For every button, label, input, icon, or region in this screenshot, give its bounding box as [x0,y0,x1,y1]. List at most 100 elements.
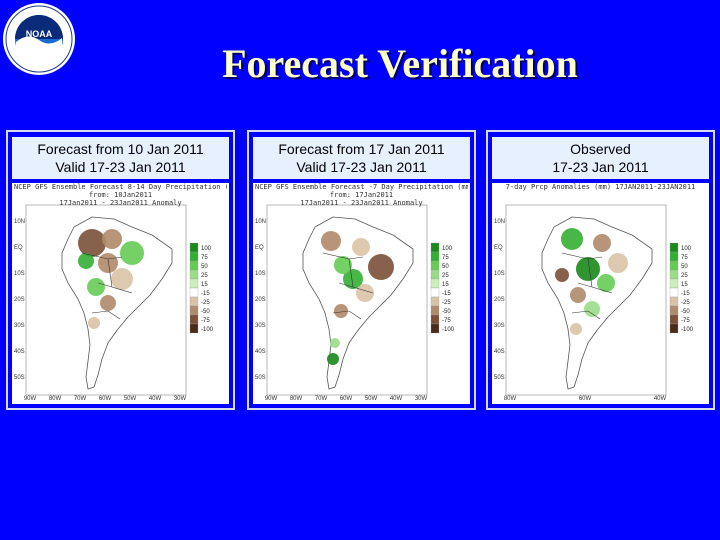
caption-line2: 17-23 Jan 2011 [552,159,649,175]
legend-label: 50 [681,264,688,270]
lat-label: EQ [14,245,23,251]
anomaly-blob [570,287,586,303]
legend-label: 15 [442,282,449,288]
map-header-line: 17Jan2011 - 23Jan2011 Anomaly [300,199,423,207]
anomaly-blob [570,323,582,335]
precipitation-map: NCEP GFS Ensemble Forecast -7 Day Precip… [253,183,470,404]
legend-label: 50 [442,264,449,270]
country-borders [322,252,374,320]
map-header-line: 17Jan2011 - 23Jan2011 Anomaly [59,199,182,207]
legend-label: -15 [681,291,690,297]
legend-swatch [189,296,199,307]
legend-label: 50 [201,264,208,270]
anomaly-blob [334,256,352,274]
caption-line1: Forecast from 17 Jan 2011 [278,141,445,157]
precipitation-map: NCEP GFS Ensemble Forecast 8-14 Day Prec… [12,183,229,404]
lat-label: 10S [494,271,505,277]
legend-label: -75 [442,318,451,324]
legend-label: -100 [201,327,214,333]
legend-swatch [430,305,440,316]
legend-label: 100 [681,246,692,252]
anomaly-blob [100,295,116,311]
lat-label: 30S [255,323,266,329]
lat-label: 30S [494,323,505,329]
map-header-line: from: 10Jan2011 [88,191,153,199]
anomaly-blob [352,238,370,256]
anomaly-blob [561,228,583,250]
caption-line2: Valid 17-23 Jan 2011 [296,159,427,175]
anomaly-blob [608,253,628,273]
map-svg: 10N EQ 10S 20S 30S 40S 50S 80W 60W 40W 100 75 50 25 15… [494,204,694,402]
legend-swatch [669,305,679,316]
legend-swatch [669,242,679,253]
map-svg: 10N EQ 10S 20S 30S 40S 50S 90W 80W 70W 60W 50W 40W 30… [14,204,214,402]
legend-label: -75 [681,318,690,324]
lon-label: 60W [99,396,112,402]
legend-swatch [669,323,679,334]
legend-swatch [669,314,679,325]
logo-text: NOAA [26,29,53,39]
lat-label: 50S [255,375,266,381]
legend-label: 100 [442,246,453,252]
anomaly-blob [327,353,339,365]
lat-label: 10S [14,271,25,277]
legend-swatch [430,260,440,271]
lat-label: 30S [14,323,25,329]
map-header-line: NCEP GFS Ensemble Forecast -7 Day Precip… [255,183,468,191]
lat-label: 40S [255,349,266,355]
legend-label: -25 [201,300,210,306]
lon-label: 50W [124,396,137,402]
map-header-line: NCEP GFS Ensemble Forecast 8-14 Day Prec… [14,183,227,191]
legend-label: 100 [201,246,212,252]
lon-label: 50W [365,396,378,402]
lon-label: 80W [290,396,303,402]
legend-swatch [430,242,440,253]
caption-line1: Observed [570,141,631,157]
legend-label: -50 [442,309,451,315]
lon-label: 60W [579,396,592,402]
legend-swatch [189,269,199,280]
legend-label: 75 [681,255,688,261]
anomaly-blob [330,338,340,348]
legend-label: 15 [681,282,688,288]
legend-swatch [189,278,199,289]
lat-label: EQ [494,245,503,251]
anomaly-blob [102,229,122,249]
lat-label: EQ [255,245,264,251]
panel-caption: Forecast from 17 Jan 2011 Valid 17-23 Ja… [253,137,470,179]
page-title: Forecast Verification [222,41,578,86]
anomaly-blob [576,257,600,281]
anomaly-blob [356,284,374,302]
legend-swatch [430,296,440,307]
legend-label: -100 [442,327,455,333]
legend-label: 25 [442,273,449,279]
lat-label: 10N [494,219,505,225]
legend-swatch [669,296,679,307]
map-header-line: from: 17Jan2011 [329,191,394,199]
lon-label: 70W [74,396,87,402]
anomaly-blob [78,229,106,257]
legend-label: -50 [201,309,210,315]
caption-line1: Forecast from 10 Jan 2011 [37,141,204,157]
anomaly-blob [87,278,105,296]
legend-swatch [669,260,679,271]
anomaly-blob [321,231,341,251]
legend-label: -100 [681,327,694,333]
lon-label: 90W [265,396,278,402]
legend-label: 75 [201,255,208,261]
anomaly-blob [120,241,144,265]
country-borders [81,252,133,320]
map-header: NCEP GFS Ensemble Forecast 8-14 Day Prec… [14,183,227,207]
lat-label: 10N [14,219,25,225]
lon-label: 80W [49,396,62,402]
map-header-line: 7-day Prcp Anomalies (mm) 17JAN2011-23JA… [505,183,696,191]
lat-label: 20S [255,297,266,303]
lat-label: 20S [494,297,505,303]
lat-label: 40S [494,349,505,355]
legend-label: -15 [201,291,210,297]
legend-label: 15 [201,282,208,288]
country-borders [561,252,613,320]
lat-label: 50S [14,375,25,381]
legend-swatch [189,260,199,271]
panel-caption: Observed 17-23 Jan 2011 [492,137,709,179]
